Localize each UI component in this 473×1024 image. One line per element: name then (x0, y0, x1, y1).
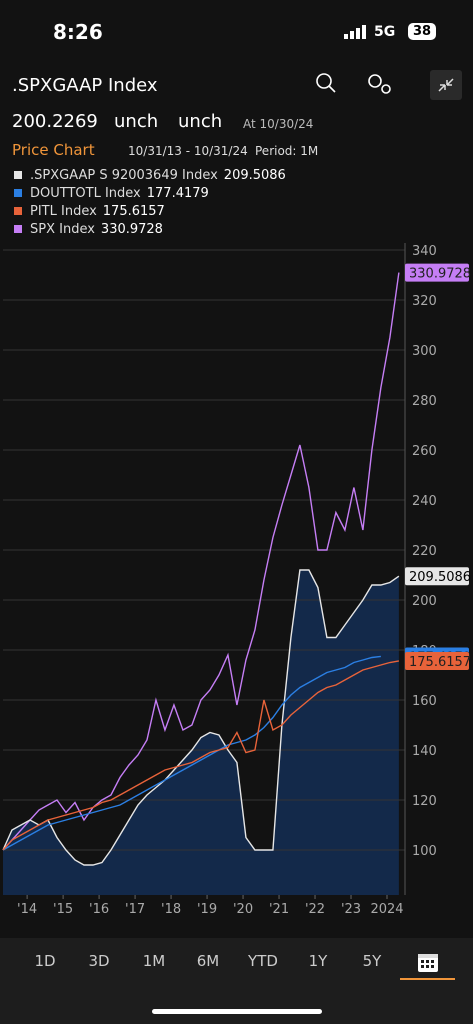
legend-value: 209.5086 (223, 168, 286, 183)
x-tick-label: '22 (305, 902, 325, 917)
series-line (2, 569, 400, 866)
y-tick-label: 140 (412, 744, 437, 759)
value-badge (405, 651, 469, 670)
legend-value: 330.9728 (100, 222, 163, 237)
area (3, 570, 399, 895)
x-tick-label: 2024 (370, 902, 403, 917)
chart: 100120140160180200220240260280300320340'… (2, 243, 471, 917)
y-tick-label: 220 (412, 544, 437, 559)
legend-name: DOUTTOTL Index (30, 186, 141, 201)
net-change: unch (114, 111, 159, 132)
y-tick-label: 200 (412, 594, 437, 609)
home-indicator (152, 1009, 322, 1014)
period-tab[interactable]: 1D (34, 952, 56, 970)
y-tick-label: 320 (412, 294, 437, 309)
period-tab[interactable]: 3D (88, 952, 110, 970)
legend-value: 177.4179 (146, 186, 209, 201)
x-tick-label: '20 (233, 902, 253, 917)
x-tick-label: '21 (269, 902, 289, 917)
legend-value: 175.6157 (102, 204, 165, 219)
period-tab[interactable]: 1Y (308, 952, 328, 970)
date-range: 10/31/13 - 10/31/24 (128, 144, 248, 158)
value-badge-label: 175.6157 (409, 655, 471, 670)
clock: 8:26 (53, 20, 103, 44)
pct-change: unch (178, 111, 223, 132)
series-line (2, 655, 381, 851)
y-tick-label: 340 (412, 244, 437, 259)
value-badge (405, 263, 469, 282)
y-tick-label: 300 (412, 344, 437, 359)
x-tick-label: '14 (17, 902, 37, 917)
series-line (2, 660, 400, 851)
calendar-tab[interactable] (417, 951, 439, 973)
y-tick-label: 160 (412, 694, 437, 709)
network: 5G (374, 24, 396, 40)
legend-swatch (14, 225, 22, 233)
x-tick-label: '23 (341, 902, 361, 917)
period-tab[interactable]: 1M (142, 952, 166, 970)
x-tick-label: '16 (89, 902, 109, 917)
legend-entry: .SPXGAAP S 92003649 Index 209.5086 (14, 168, 286, 183)
period: Period: 1M (255, 144, 319, 158)
last-price: 200.2269 (12, 111, 98, 132)
collapse-button[interactable] (430, 70, 462, 100)
legend-name: .SPXGAAP S 92003649 Index (30, 168, 218, 183)
security-title: .SPXGAAP Index (12, 75, 158, 96)
y-tick-label: 100 (412, 844, 437, 859)
x-tick-label: '18 (161, 902, 181, 917)
value-badge-label: 209.5086 (409, 570, 471, 585)
settings-icon[interactable] (365, 71, 395, 97)
x-tick-label: '17 (125, 902, 145, 917)
value-badge (405, 567, 469, 586)
signal-icon (344, 25, 366, 39)
period-tab[interactable]: YTD (248, 952, 278, 970)
y-tick-label: 260 (412, 444, 437, 459)
period-tab[interactable]: 6M (196, 952, 220, 970)
legend-entry: DOUTTOTL Index 177.4179 (14, 186, 209, 201)
as-of: At 10/30/24 (243, 117, 314, 131)
tab-selected-indicator (400, 978, 455, 980)
legend-swatch (14, 207, 22, 215)
legend-swatch (14, 171, 22, 179)
x-tick-label: '15 (53, 902, 73, 917)
legend-name: PITL Index (30, 204, 97, 219)
x-tick-label: '19 (197, 902, 217, 917)
legend-entry: PITL Index 175.6157 (14, 204, 165, 219)
value-badge-label: 330.9728 (409, 267, 471, 282)
chart-label: Price Chart (12, 141, 95, 159)
legend-swatch (14, 189, 22, 197)
period-tab[interactable]: 5Y (362, 952, 382, 970)
battery: 38 (408, 23, 436, 40)
y-tick-label: 280 (412, 394, 437, 409)
y-tick-label: 240 (412, 494, 437, 509)
series-line (2, 272, 400, 851)
search-icon[interactable] (315, 72, 337, 94)
legend-entry: SPX Index 330.9728 (14, 222, 163, 237)
legend-name: SPX Index (30, 222, 95, 237)
y-tick-label: 120 (412, 794, 437, 809)
